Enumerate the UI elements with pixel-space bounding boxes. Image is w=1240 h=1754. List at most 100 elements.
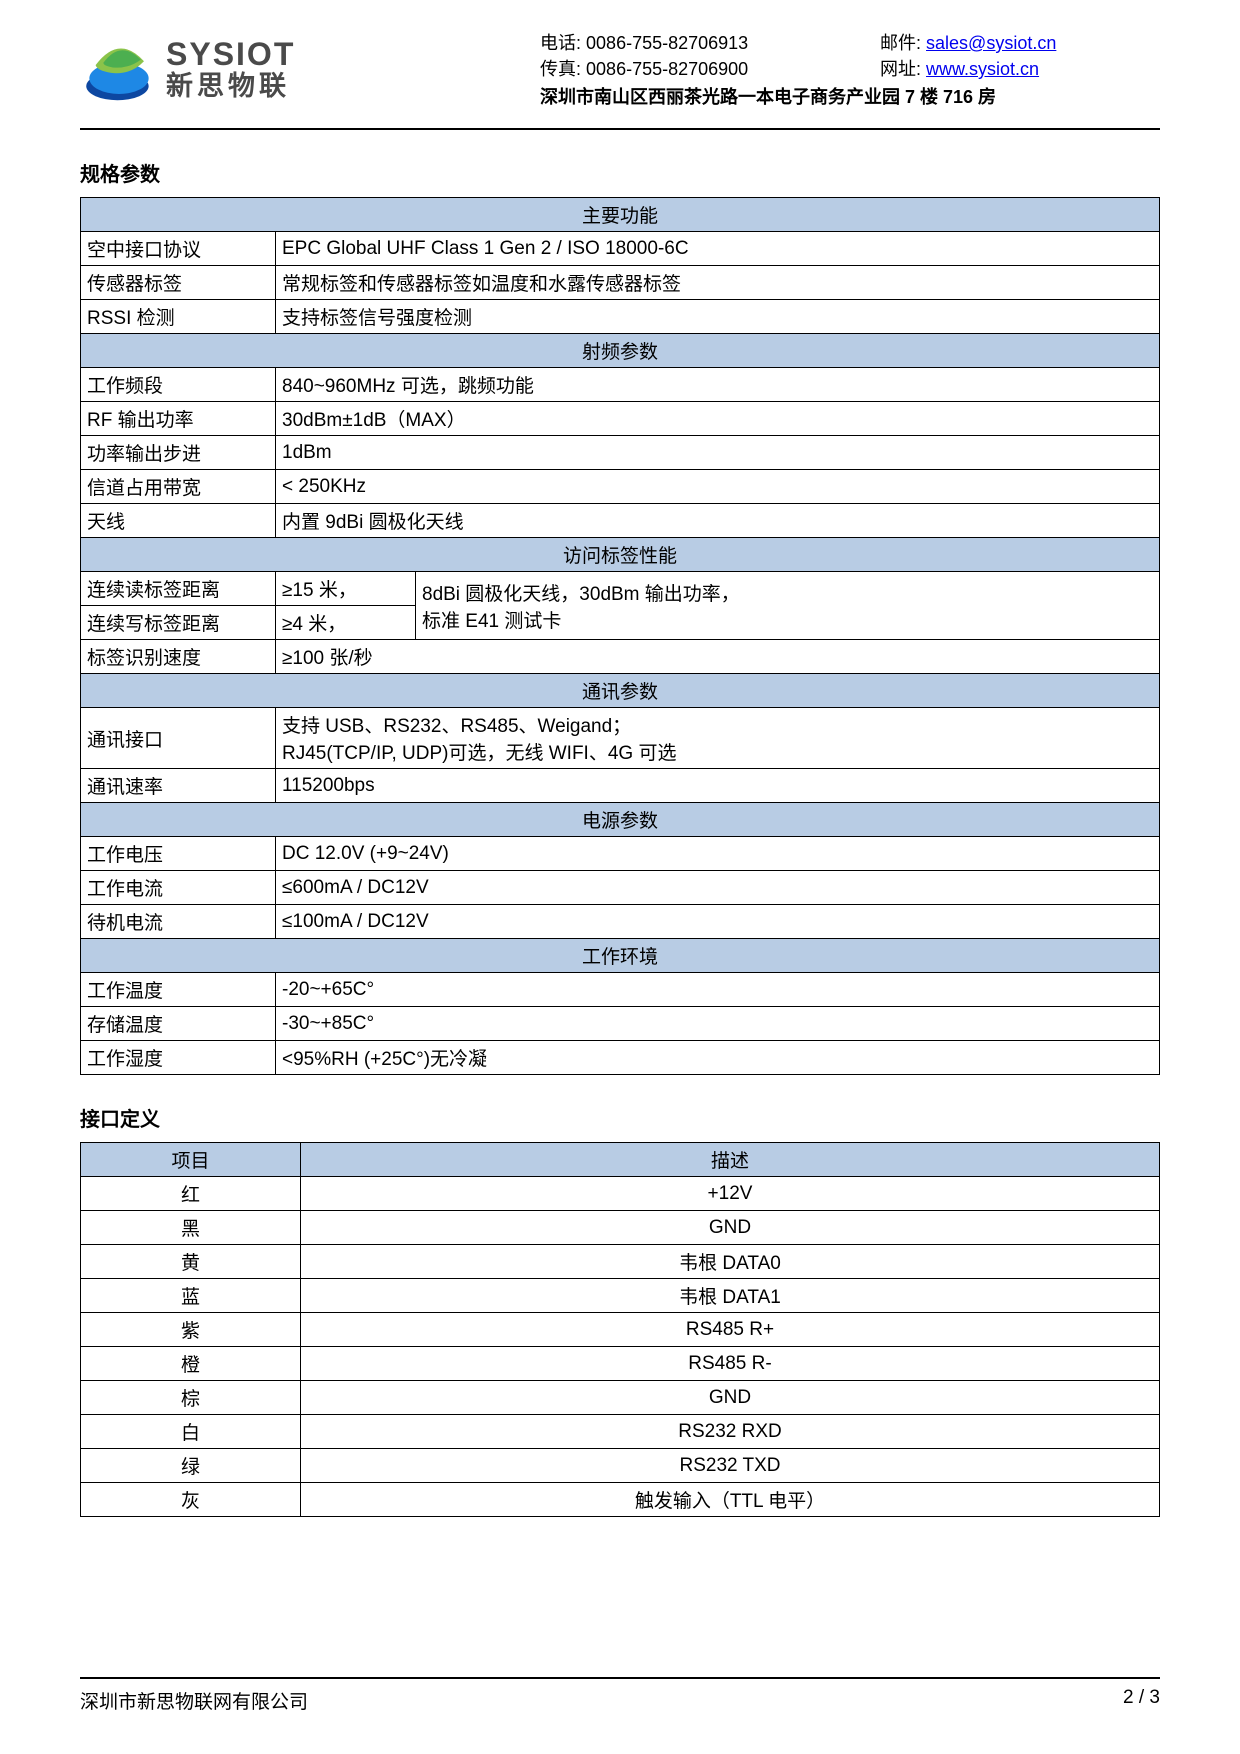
- footer-page: 2 / 3: [1123, 1687, 1160, 1714]
- spec-header-comm: 通讯参数: [81, 674, 1160, 708]
- phone-label: 电话:: [540, 33, 581, 53]
- table-row: 灰触发输入（TTL 电平）: [81, 1483, 1160, 1517]
- spec-label: 工作频段: [81, 368, 276, 402]
- spec-value: 1dBm: [276, 436, 1160, 470]
- footer-divider: [80, 1677, 1160, 1679]
- table-row: 黄韦根 DATA0: [81, 1245, 1160, 1279]
- spec-section-title: 规格参数: [80, 158, 1160, 187]
- iface-table: 项目 描述 红+12V黑GND黄韦根 DATA0蓝韦根 DATA1紫RS485 …: [80, 1142, 1160, 1517]
- iface-desc: GND: [301, 1211, 1160, 1245]
- spec-value: ≤100mA / DC12V: [276, 905, 1160, 939]
- iface-header-desc: 描述: [301, 1143, 1160, 1177]
- spec-label: 工作温度: [81, 973, 276, 1007]
- iface-item: 灰: [81, 1483, 301, 1517]
- table-row: 白RS232 RXD: [81, 1415, 1160, 1449]
- spec-label: 工作湿度: [81, 1041, 276, 1075]
- sysiot-logo-icon: [80, 30, 158, 108]
- iface-section-title: 接口定义: [80, 1103, 1160, 1132]
- spec-label: 工作电流: [81, 871, 276, 905]
- spec-value: 115200bps: [276, 769, 1160, 803]
- spec-value: 8dBi 圆极化天线，30dBm 输出功率， 标准 E41 测试卡: [416, 572, 1160, 640]
- spec-header-rf: 射频参数: [81, 334, 1160, 368]
- spec-value: 内置 9dBi 圆极化天线: [276, 504, 1160, 538]
- email-label: 邮件:: [880, 33, 921, 53]
- phone-value: 0086-755-82706913: [586, 33, 748, 53]
- spec-value: ≥100 张/秒: [276, 640, 1160, 674]
- page-footer: 深圳市新思物联网有限公司 2 / 3: [80, 1677, 1160, 1714]
- spec-value: 30dBm±1dB（MAX）: [276, 402, 1160, 436]
- spec-value-line: 8dBi 圆极化天线，30dBm 输出功率，: [422, 579, 1153, 606]
- fax-label: 传真:: [540, 59, 581, 79]
- spec-value-line: 支持 USB、RS232、RS485、Weigand；: [282, 711, 1153, 738]
- spec-label: 待机电流: [81, 905, 276, 939]
- spec-header-tag: 访问标签性能: [81, 538, 1160, 572]
- spec-value: 支持 USB、RS232、RS485、Weigand； RJ45(TCP/IP,…: [276, 708, 1160, 769]
- spec-label: 标签识别速度: [81, 640, 276, 674]
- page-header: SYSIOT 新思物联 电话: 0086-755-82706913 邮件: sa…: [80, 30, 1160, 110]
- email-link[interactable]: sales@sysiot.cn: [926, 33, 1056, 53]
- table-row: 红+12V: [81, 1177, 1160, 1211]
- spec-value: ≥15 米，: [276, 572, 416, 606]
- spec-label: 功率输出步进: [81, 436, 276, 470]
- spec-header-power: 电源参数: [81, 803, 1160, 837]
- spec-label: 传感器标签: [81, 266, 276, 300]
- spec-label: 空中接口协议: [81, 232, 276, 266]
- spec-label: RF 输出功率: [81, 402, 276, 436]
- logo-text: SYSIOT 新思物联: [166, 38, 295, 100]
- logo-cn: 新思物联: [166, 72, 295, 100]
- spec-label: 信道占用带宽: [81, 470, 276, 504]
- iface-desc: RS232 RXD: [301, 1415, 1160, 1449]
- iface-header-item: 项目: [81, 1143, 301, 1177]
- footer-company: 深圳市新思物联网有限公司: [80, 1687, 308, 1714]
- spec-value: DC 12.0V (+9~24V): [276, 837, 1160, 871]
- iface-item: 红: [81, 1177, 301, 1211]
- spec-table: 主要功能 空中接口协议EPC Global UHF Class 1 Gen 2 …: [80, 197, 1160, 1075]
- spec-value: 常规标签和传感器标签如温度和水露传感器标签: [276, 266, 1160, 300]
- spec-value: ≤600mA / DC12V: [276, 871, 1160, 905]
- url-label: 网址:: [880, 59, 921, 79]
- spec-value: <95%RH (+25C°)无冷凝: [276, 1041, 1160, 1075]
- iface-desc: 韦根 DATA0: [301, 1245, 1160, 1279]
- iface-desc: +12V: [301, 1177, 1160, 1211]
- table-row: 紫RS485 R+: [81, 1313, 1160, 1347]
- spec-header-main: 主要功能: [81, 198, 1160, 232]
- spec-value: < 250KHz: [276, 470, 1160, 504]
- spec-label: RSSI 检测: [81, 300, 276, 334]
- spec-label: 存储温度: [81, 1007, 276, 1041]
- header-divider: [80, 128, 1160, 130]
- iface-desc: RS485 R+: [301, 1313, 1160, 1347]
- spec-label: 通讯速率: [81, 769, 276, 803]
- iface-item: 白: [81, 1415, 301, 1449]
- iface-item: 棕: [81, 1381, 301, 1415]
- table-row: 棕GND: [81, 1381, 1160, 1415]
- iface-desc: GND: [301, 1381, 1160, 1415]
- iface-desc: RS485 R-: [301, 1347, 1160, 1381]
- table-row: 蓝韦根 DATA1: [81, 1279, 1160, 1313]
- spec-value: EPC Global UHF Class 1 Gen 2 / ISO 18000…: [276, 232, 1160, 266]
- spec-label: 天线: [81, 504, 276, 538]
- iface-item: 绿: [81, 1449, 301, 1483]
- spec-value-line: 标准 E41 测试卡: [422, 606, 1153, 633]
- iface-item: 黑: [81, 1211, 301, 1245]
- address: 深圳市南山区西丽茶光路一本电子商务产业园 7 楼 716 房: [540, 84, 1160, 110]
- table-row: 绿RS232 TXD: [81, 1449, 1160, 1483]
- table-row: 橙RS485 R-: [81, 1347, 1160, 1381]
- spec-value: -20~+65C°: [276, 973, 1160, 1007]
- spec-label: 通讯接口: [81, 708, 276, 769]
- logo-en: SYSIOT: [166, 38, 295, 72]
- spec-value: 840~960MHz 可选，跳频功能: [276, 368, 1160, 402]
- iface-item: 紫: [81, 1313, 301, 1347]
- fax-value: 0086-755-82706900: [586, 59, 748, 79]
- spec-value: ≥4 米，: [276, 606, 416, 640]
- url-link[interactable]: www.sysiot.cn: [926, 59, 1039, 79]
- table-row: 黑GND: [81, 1211, 1160, 1245]
- iface-desc: 触发输入（TTL 电平）: [301, 1483, 1160, 1517]
- contact-block: 电话: 0086-755-82706913 邮件: sales@sysiot.c…: [540, 30, 1160, 110]
- iface-desc: 韦根 DATA1: [301, 1279, 1160, 1313]
- spec-label: 连续写标签距离: [81, 606, 276, 640]
- spec-value-line: RJ45(TCP/IP, UDP)可选，无线 WIFI、4G 可选: [282, 738, 1153, 765]
- iface-item: 黄: [81, 1245, 301, 1279]
- iface-item: 蓝: [81, 1279, 301, 1313]
- spec-label: 连续读标签距离: [81, 572, 276, 606]
- spec-label: 工作电压: [81, 837, 276, 871]
